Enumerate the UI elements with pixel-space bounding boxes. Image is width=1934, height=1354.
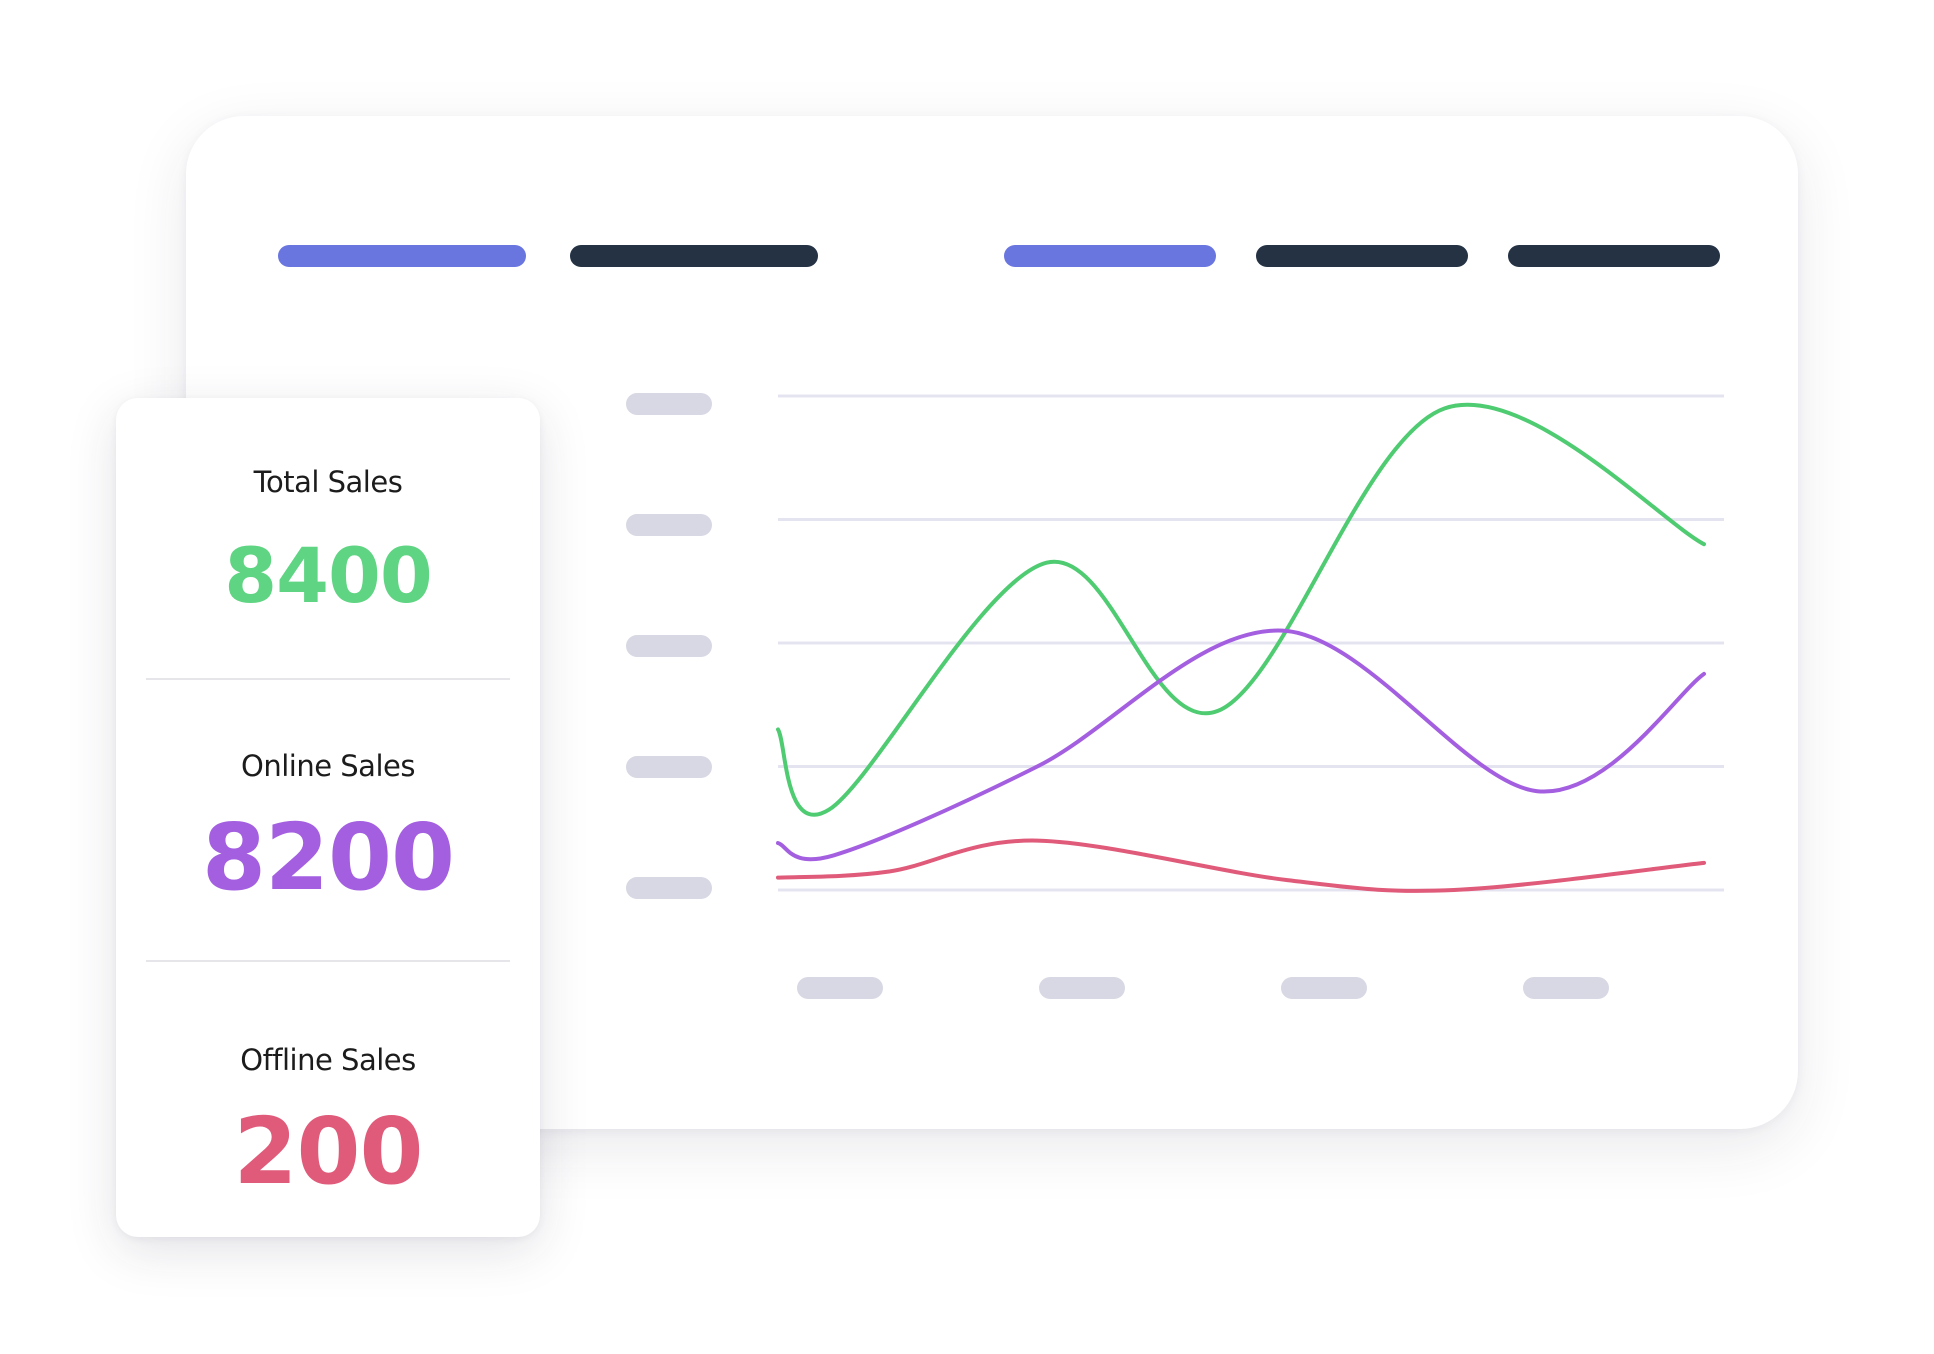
total-sales-value: 8400 [224, 531, 433, 620]
x-tick-placeholder [797, 977, 883, 999]
series-line-2 [776, 628, 1706, 862]
tab-pill-3[interactable] [1004, 245, 1216, 267]
tab-pill-2[interactable] [570, 245, 818, 267]
offline-sales-label: Offline Sales [240, 1043, 416, 1077]
tab-pill-1[interactable] [278, 245, 526, 267]
tab-pill-5[interactable] [1508, 245, 1720, 267]
y-tick-placeholders [626, 393, 712, 899]
y-tick-placeholder [626, 393, 712, 415]
divider [146, 678, 510, 680]
series-lines [776, 402, 1706, 893]
sales-stats-card: Total Sales 8400 Online Sales 8200 Offli… [116, 398, 540, 1237]
online-sales-label: Online Sales [241, 749, 415, 783]
series-line-3 [776, 838, 1706, 893]
series-line-1 [776, 402, 1706, 817]
total-sales-label: Total Sales [253, 465, 403, 499]
y-tick-placeholder [626, 877, 712, 899]
tab-pill-4[interactable] [1256, 245, 1468, 267]
x-tick-placeholder [1281, 977, 1367, 999]
offline-sales-value: 200 [233, 1098, 423, 1205]
x-tick-placeholder [1523, 977, 1609, 999]
x-tick-placeholders [797, 977, 1609, 999]
online-sales-value: 8200 [201, 804, 455, 911]
y-tick-placeholder [626, 756, 712, 778]
y-tick-placeholder [626, 635, 712, 657]
divider [146, 960, 510, 962]
y-tick-placeholder [626, 514, 712, 536]
gridlines [778, 394, 1724, 892]
x-tick-placeholder [1039, 977, 1125, 999]
